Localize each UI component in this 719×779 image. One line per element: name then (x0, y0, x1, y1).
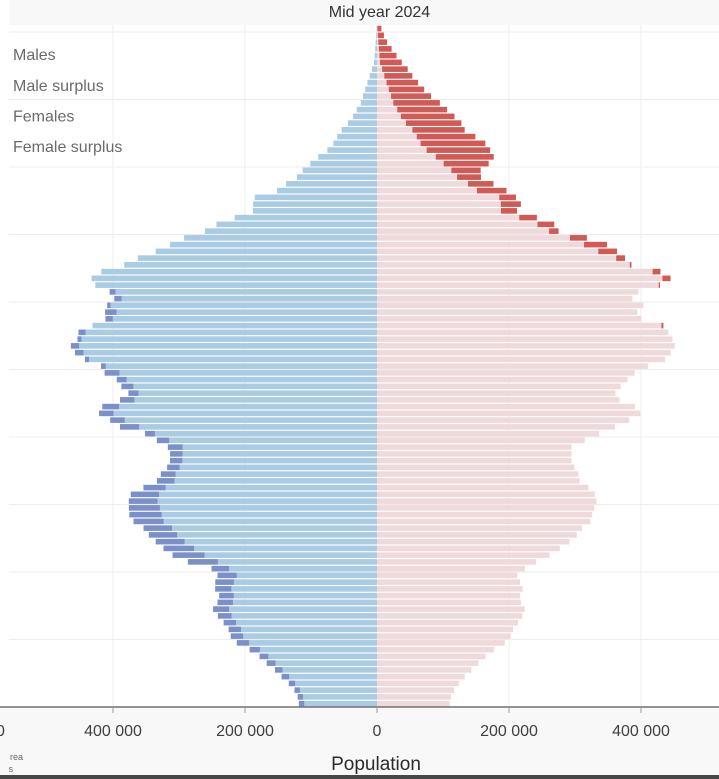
svg-text:Females: Females (13, 109, 74, 126)
svg-text:600 000: 600 000 (0, 723, 5, 740)
svg-text:Female surplus: Female surplus (13, 139, 122, 156)
svg-text:Population: Population (331, 754, 421, 775)
svg-text:400 000: 400 000 (612, 723, 670, 740)
svg-text:rea: rea (10, 752, 23, 762)
svg-text:200 000: 200 000 (216, 723, 274, 740)
svg-text:0: 0 (373, 723, 382, 740)
svg-text:400 000: 400 000 (84, 723, 142, 740)
svg-text:Males: Males (13, 47, 56, 64)
svg-text:s: s (9, 764, 14, 774)
svg-text:Mid year 2024: Mid year 2024 (329, 4, 430, 21)
svg-text:Male surplus: Male surplus (13, 78, 104, 95)
svg-text:200 000: 200 000 (480, 723, 538, 740)
